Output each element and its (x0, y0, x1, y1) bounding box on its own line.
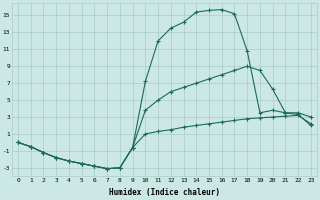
X-axis label: Humidex (Indice chaleur): Humidex (Indice chaleur) (109, 188, 220, 197)
